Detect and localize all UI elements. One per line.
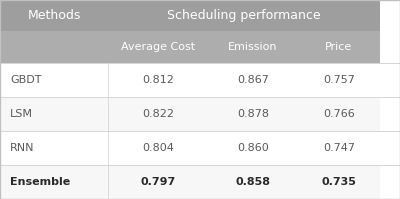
Text: 0.812: 0.812 [142, 75, 174, 85]
Text: 0.822: 0.822 [142, 109, 174, 119]
Bar [208, 165, 298, 199]
Text: LSM: LSM [10, 109, 33, 119]
Text: 0.858: 0.858 [236, 177, 270, 187]
Bar [208, 31, 298, 63]
Bar [108, 31, 208, 63]
Text: RNN: RNN [10, 143, 34, 153]
Text: Emission: Emission [228, 42, 278, 52]
Bar [108, 63, 208, 97]
Text: 0.860: 0.860 [237, 143, 269, 153]
Bar [108, 131, 208, 165]
Text: GBDT: GBDT [10, 75, 42, 85]
Text: Methods: Methods [27, 9, 81, 22]
Bar [298, 165, 380, 199]
Bar [298, 97, 380, 131]
Bar [298, 131, 380, 165]
Text: 0.878: 0.878 [237, 109, 269, 119]
Text: Ensemble: Ensemble [10, 177, 70, 187]
Bar [108, 0, 380, 31]
Text: Price: Price [325, 42, 353, 52]
Text: 0.804: 0.804 [142, 143, 174, 153]
Bar [0, 31, 108, 63]
Text: 0.747: 0.747 [323, 143, 355, 153]
Bar [298, 63, 380, 97]
Bar [208, 63, 298, 97]
Bar [0, 131, 108, 165]
Bar [0, 0, 108, 31]
Bar [108, 165, 208, 199]
Text: 0.735: 0.735 [322, 177, 356, 187]
Text: 0.766: 0.766 [323, 109, 355, 119]
Text: 0.797: 0.797 [140, 177, 176, 187]
Bar [0, 165, 108, 199]
Text: 0.867: 0.867 [237, 75, 269, 85]
Bar [208, 97, 298, 131]
Bar [298, 31, 380, 63]
Text: Average Cost: Average Cost [121, 42, 195, 52]
Text: 0.757: 0.757 [323, 75, 355, 85]
Bar [0, 63, 108, 97]
Bar [0, 97, 108, 131]
Bar [108, 97, 208, 131]
Text: Scheduling performance: Scheduling performance [167, 9, 321, 22]
Bar [208, 131, 298, 165]
